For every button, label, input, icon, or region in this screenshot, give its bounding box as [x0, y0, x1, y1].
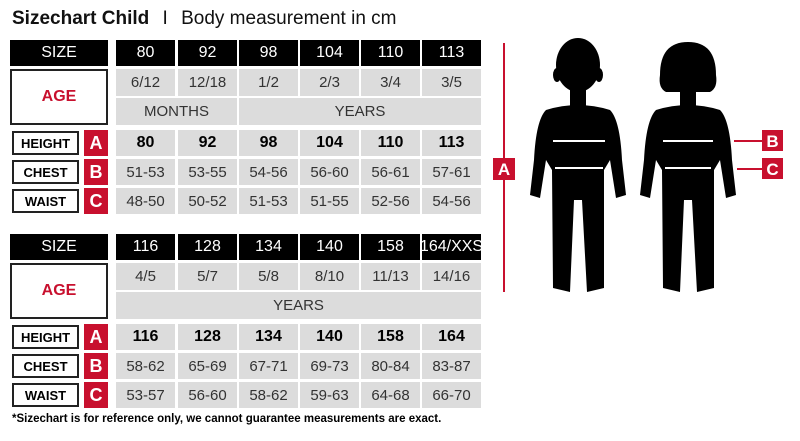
age-value: 3/4	[361, 69, 420, 96]
chest-value: 56-60	[300, 159, 359, 185]
waist-label: WAIST	[12, 189, 79, 213]
footnote: *Sizechart is for reference only, we can…	[12, 413, 442, 425]
size-value: 140	[300, 234, 359, 260]
height-label: HEIGHT	[12, 325, 79, 349]
size-value: 158	[361, 234, 420, 260]
title-bold: Sizechart Child	[12, 8, 150, 29]
height-value: 98	[239, 130, 298, 156]
letter-c: C	[84, 188, 108, 214]
label-b: B	[766, 132, 778, 151]
title-subtitle: Body measurement in cm	[181, 8, 397, 29]
chest-value: 65-69	[178, 353, 237, 379]
height-value: 116	[116, 324, 175, 350]
size-value: 98	[239, 40, 298, 66]
waist-label: WAIST	[12, 383, 79, 407]
size-value: 134	[239, 234, 298, 260]
title-separator: I	[162, 8, 168, 29]
chest-value: 57-61	[422, 159, 481, 185]
page-title: Sizechart Child I Body measurement in cm	[12, 8, 397, 30]
waist-value: 51-55	[300, 188, 359, 214]
height-value: 140	[300, 324, 359, 350]
size-value: 113	[422, 40, 481, 66]
height-value: 164	[422, 324, 481, 350]
size-value: 110	[361, 40, 420, 66]
letter-a: A	[84, 130, 108, 156]
boy-silhouette-icon	[530, 38, 626, 292]
age-unit: YEARS	[239, 98, 481, 125]
age-value: 12/18	[178, 69, 237, 96]
age-label: AGE	[10, 69, 108, 125]
age-value: 6/12	[116, 69, 175, 96]
label-c-box	[762, 158, 783, 179]
height-value: 158	[361, 324, 420, 350]
size-value: 164/XXS	[420, 234, 483, 260]
chest-value: 58-62	[116, 353, 175, 379]
letter-b: B	[84, 159, 108, 185]
chest-value: 80-84	[361, 353, 420, 379]
waist-value: 58-62	[239, 382, 298, 408]
letter-b: B	[84, 353, 108, 379]
waist-value: 53-57	[116, 382, 175, 408]
age-value: 3/5	[422, 69, 481, 96]
label-c: C	[766, 160, 778, 179]
height-value: 92	[178, 130, 237, 156]
size-label: SIZE	[10, 40, 108, 66]
age-value: 2/3	[300, 69, 359, 96]
label-a: A	[498, 160, 510, 179]
waist-value: 51-53	[239, 188, 298, 214]
waist-value: 54-56	[422, 188, 481, 214]
waist-value: 64-68	[361, 382, 420, 408]
height-value: 128	[178, 324, 237, 350]
height-value: 110	[361, 130, 420, 156]
age-unit: MONTHS	[116, 98, 237, 125]
age-value: 5/8	[239, 263, 298, 290]
age-value: 1/2	[239, 69, 298, 96]
size-value: 104	[300, 40, 359, 66]
age-value: 8/10	[300, 263, 359, 290]
waist-value: 52-56	[361, 188, 420, 214]
age-value: 4/5	[116, 263, 175, 290]
girl-silhouette-icon	[640, 42, 736, 292]
height-value: 80	[116, 130, 175, 156]
waist-value: 59-63	[300, 382, 359, 408]
age-unit: YEARS	[116, 292, 481, 319]
height-value: 134	[239, 324, 298, 350]
age-value: 14/16	[422, 263, 481, 290]
chest-value: 69-73	[300, 353, 359, 379]
chest-value: 51-53	[116, 159, 175, 185]
height-value: 104	[300, 130, 359, 156]
size-value: 80	[116, 40, 175, 66]
child-figures-illustration: A B C	[493, 38, 783, 292]
label-b-box	[762, 130, 783, 151]
chest-value: 54-56	[239, 159, 298, 185]
size-value: 128	[178, 234, 237, 260]
chest-value: 83-87	[422, 353, 481, 379]
size-value: 116	[116, 234, 175, 260]
letter-c: C	[84, 382, 108, 408]
size-label: SIZE	[10, 234, 108, 260]
chest-value: 53-55	[178, 159, 237, 185]
age-value: 5/7	[178, 263, 237, 290]
height-value: 113	[422, 130, 481, 156]
chest-label: CHEST	[12, 354, 79, 378]
waist-value: 66-70	[422, 382, 481, 408]
waist-value: 56-60	[178, 382, 237, 408]
waist-value: 48-50	[116, 188, 175, 214]
letter-a: A	[84, 324, 108, 350]
age-label: AGE	[10, 263, 108, 319]
label-a-box	[493, 158, 515, 180]
age-value: 11/13	[361, 263, 420, 290]
height-label: HEIGHT	[12, 131, 79, 155]
waist-value: 50-52	[178, 188, 237, 214]
chest-label: CHEST	[12, 160, 79, 184]
chest-value: 67-71	[239, 353, 298, 379]
chest-value: 56-61	[361, 159, 420, 185]
size-value: 92	[178, 40, 237, 66]
